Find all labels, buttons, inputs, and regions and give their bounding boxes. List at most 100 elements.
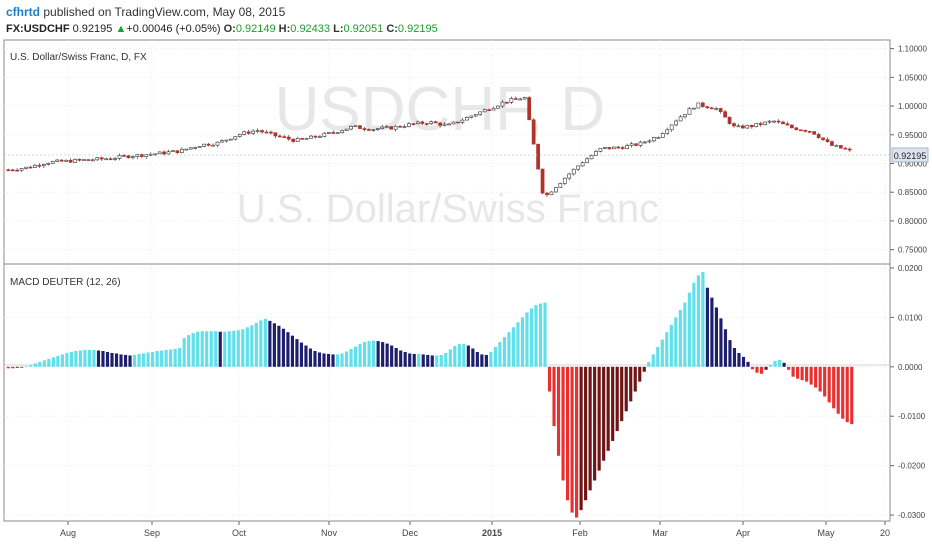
x-tick-label: Dec [402,528,419,538]
change-up-icon: ▲ [115,23,127,35]
candle-up [478,111,483,115]
macd-bar [119,354,123,367]
macd-bar [367,341,371,367]
candle-up [651,137,656,142]
candle-down [86,159,91,161]
candle-up [469,115,474,118]
candle-down [162,151,166,155]
macd-bar [850,366,854,425]
macd-bar [236,330,240,367]
candle-up [171,150,175,153]
candle-up [407,123,411,127]
macd-bar [556,366,561,456]
author-link[interactable]: cfhrtd [6,5,40,19]
candle-up [215,141,220,146]
macd-bar [151,351,155,367]
candle-down [545,192,549,196]
macd-bar [155,350,159,367]
macd-bar [543,302,547,367]
macd-bar [624,366,628,412]
macd-bar [462,344,466,367]
macd-bar [638,366,642,382]
macd-bar [394,348,398,367]
candle-down [727,116,732,124]
candle-up [754,123,759,128]
candle-up [518,98,523,101]
macd-bar [299,342,304,367]
candle-up [589,155,594,160]
candle-down [798,129,803,132]
macd-bar [322,353,326,367]
macd-bar [471,348,475,367]
macd-bar [683,302,687,367]
macd-bar [651,354,655,367]
macd-bar [552,366,556,427]
candle-up [683,114,687,118]
candle-down [803,129,808,132]
candle-down [758,123,763,125]
macd-bar [272,323,276,367]
macd-bar [732,348,737,367]
macd-bar [430,355,434,367]
macd-bar [128,355,132,367]
macd-bar [33,363,37,367]
macd-bar [529,308,534,367]
macd-bar [457,344,461,367]
candle-up [242,131,247,135]
candle-up [166,151,171,155]
candle-down [420,121,425,124]
candle-up [50,161,55,164]
publish-info: cfhrtd published on TradingView.com, May… [6,5,285,19]
candle-down [700,102,705,107]
candle-up [104,158,109,161]
candle-up [491,107,496,111]
candle-down [741,125,745,129]
candle-down [126,155,131,159]
candle-up [665,129,670,134]
candle-up [131,156,135,159]
candle-up [554,187,558,193]
candle-up [224,139,229,142]
candle-up [678,116,683,122]
macd-bar [832,366,836,409]
macd-bar [710,297,714,367]
candle-down [362,128,367,130]
candle-down [122,155,126,157]
candle-up [834,145,839,147]
candle-up [184,148,189,151]
macd-bar [759,366,764,374]
macd-bar [56,355,60,367]
macd-bar [286,332,290,367]
candle-down [99,157,104,160]
candle-up [567,173,572,179]
x-tick-label: Apr [736,528,750,538]
macd-bar [787,366,791,370]
candle-up [447,123,451,126]
macd-bar [381,342,385,367]
candle-up [603,147,607,149]
macd-bar [132,354,137,367]
candle-down [794,127,799,131]
candle-up [353,125,358,128]
macd-bar [818,366,822,392]
macd-bar [408,353,412,367]
candle-up [763,121,768,125]
macd-bar [448,349,452,367]
candle-up [144,154,149,157]
x-tick-label: Sep [144,528,160,538]
open-value: 0.92149 [235,23,276,35]
macd-bar [507,332,511,367]
macd-bar [520,317,525,367]
price-tick-label: 0.80000 [898,217,927,226]
candle-up [500,101,505,107]
macd-bar [768,364,773,367]
candle-down [37,164,42,167]
macd-y-axis: 0.0200 0.0100 0.0000 -0.0100 -0.0200 -0.0300 [890,264,926,520]
macd-bar [245,327,249,367]
candle-up [349,126,353,130]
macd-bar [403,351,407,367]
x-tick-label: Mar [652,528,668,538]
candle-down [277,135,282,138]
candle-down [839,145,843,149]
